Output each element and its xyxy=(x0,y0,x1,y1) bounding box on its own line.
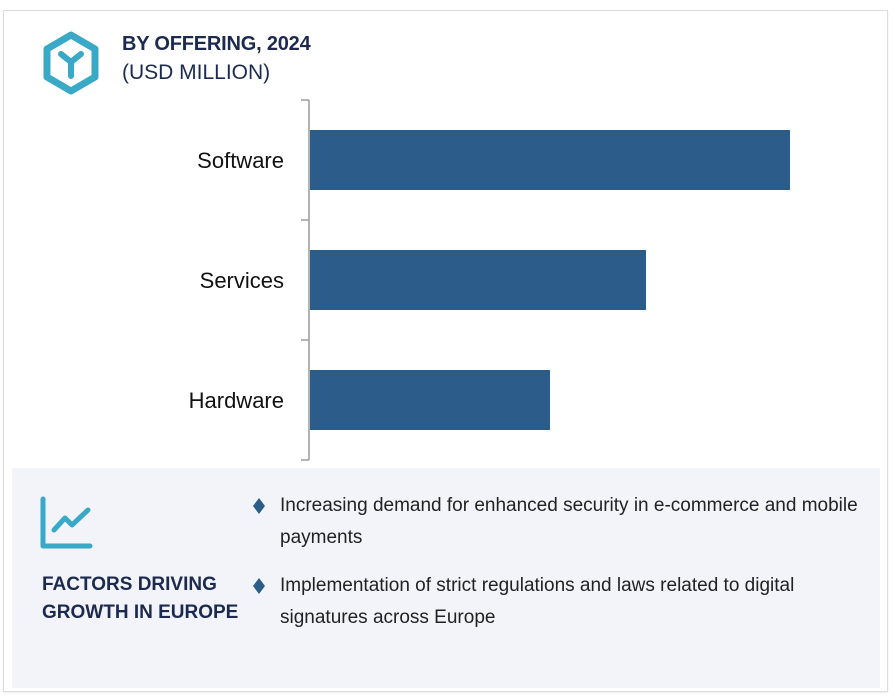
factor-item: Implementation of strict regulations and… xyxy=(250,570,860,634)
bar-hardware xyxy=(310,370,550,430)
category-label-software: Software xyxy=(197,148,284,173)
y-axis xyxy=(301,99,310,461)
trend-chart-icon xyxy=(40,496,93,549)
category-labels: Software Services Hardware xyxy=(189,148,284,413)
bar-services xyxy=(310,250,646,310)
chart-subtitle: (USD MILLION) xyxy=(122,61,271,84)
bars xyxy=(310,130,790,430)
chart-title: BY OFFERING, 2024 xyxy=(122,33,311,55)
factor-item: Increasing demand for enhanced security … xyxy=(250,490,860,554)
factor-text: Implementation of strict regulations and… xyxy=(280,575,795,628)
category-label-hardware: Hardware xyxy=(189,388,284,413)
diamond-bullet-icon xyxy=(253,578,265,594)
factors-title: FACTORS DRIVING GROWTH IN EUROPE xyxy=(42,574,239,623)
factors-panel xyxy=(12,468,880,688)
cube-icon xyxy=(43,31,99,95)
bar-chart: Software Services Hardware xyxy=(189,99,790,461)
factor-text: Increasing demand for enhanced security … xyxy=(280,495,858,548)
diamond-bullet-icon xyxy=(253,498,265,514)
factors-list: Increasing demand for enhanced security … xyxy=(250,490,860,650)
bar-software xyxy=(310,130,790,190)
category-label-services: Services xyxy=(200,268,284,293)
